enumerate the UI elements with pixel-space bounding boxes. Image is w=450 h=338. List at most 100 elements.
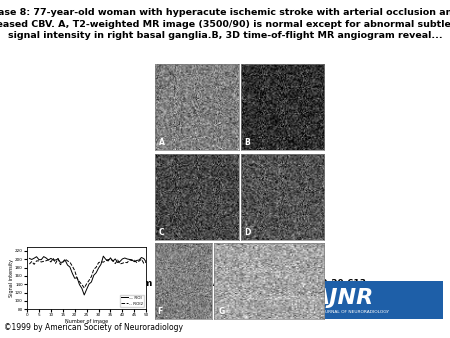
ROI [79, 286, 85, 290]
ROI2 [122, 260, 127, 264]
ROI [36, 258, 41, 262]
ROI [48, 256, 54, 260]
ROI2 [125, 261, 130, 265]
ROI [60, 260, 66, 264]
ROI2 [134, 261, 140, 265]
Text: G: G [218, 307, 225, 316]
ROI2 [72, 268, 77, 272]
ROI2 [141, 261, 147, 265]
ROI2 [96, 261, 101, 265]
ROI [98, 262, 104, 266]
ROI [39, 258, 44, 262]
ROI [81, 293, 87, 297]
Text: A: A [158, 138, 164, 147]
ROI2 [27, 262, 32, 266]
Legend: — ROI, -- ROI2: — ROI, -- ROI2 [120, 295, 144, 307]
ROI2 [34, 259, 39, 263]
ROI2 [70, 264, 75, 268]
ROI [105, 259, 111, 263]
ROI [77, 283, 82, 287]
ROI [84, 287, 89, 291]
Text: B: B [244, 138, 250, 147]
ROI2 [89, 274, 94, 279]
ROI2 [91, 267, 96, 271]
ROI2 [98, 260, 104, 264]
ROI2 [120, 261, 125, 265]
ROI [110, 259, 116, 263]
ROI [53, 258, 58, 262]
ROI [127, 258, 132, 262]
ROI2 [81, 286, 87, 290]
ROI2 [36, 259, 41, 263]
Bar [270, 281, 443, 319]
ROI [141, 257, 147, 261]
ROI2 [79, 283, 85, 287]
ROI2 [144, 260, 149, 264]
ROI [120, 257, 125, 261]
ROI [103, 257, 108, 261]
Text: ©1999 by American Society of Neuroradiology: ©1999 by American Society of Neuroradiol… [4, 323, 184, 332]
ROI [67, 265, 72, 269]
ROI [50, 258, 56, 262]
Text: E: E [84, 313, 89, 322]
ROI [132, 260, 137, 264]
ROI [41, 255, 46, 259]
ROI [129, 258, 135, 262]
ROI [115, 261, 120, 265]
ROI [136, 258, 142, 262]
ROI2 [46, 258, 51, 262]
ROI2 [86, 279, 92, 283]
Line: ROI2: ROI2 [29, 259, 146, 288]
ROI2 [101, 260, 106, 264]
ROI [125, 257, 130, 261]
ROI2 [108, 257, 113, 261]
Text: Case 8: 77-year-old woman with hyperacute ischemic stroke with arterial occlusio: Case 8: 77-year-old woman with hyperacut… [0, 8, 450, 40]
ROI [34, 255, 39, 259]
ROI2 [77, 280, 82, 284]
Text: F: F [158, 307, 163, 316]
ROI2 [127, 258, 132, 262]
ROI2 [94, 265, 99, 269]
Text: AJNR: AJNR [312, 288, 373, 308]
ROI2 [63, 257, 68, 261]
ROI2 [48, 260, 54, 264]
Text: C: C [158, 227, 164, 237]
ROI2 [32, 262, 37, 266]
ROI2 [139, 257, 144, 261]
Line: ROI: ROI [29, 256, 146, 295]
Y-axis label: Signal intensity: Signal intensity [9, 259, 13, 297]
ROI2 [74, 276, 80, 280]
ROI2 [117, 262, 123, 266]
ROI [55, 257, 61, 261]
ROI [89, 280, 94, 284]
Text: Jae Hyoung Kim et al. AJNR Am J Neuroradiol 1999;20:613-
620: Jae Hyoung Kim et al. AJNR Am J Neurorad… [72, 279, 370, 298]
ROI [139, 256, 144, 260]
ROI [58, 260, 63, 264]
ROI2 [29, 260, 35, 264]
ROI2 [50, 257, 56, 261]
ROI [70, 271, 75, 275]
ROI2 [136, 259, 142, 263]
ROI2 [43, 259, 49, 263]
ROI [117, 260, 123, 264]
Text: AMERICAN JOURNAL OF NEURORADIOLOGY: AMERICAN JOURNAL OF NEURORADIOLOGY [296, 310, 389, 314]
ROI [122, 256, 127, 260]
ROI [27, 257, 32, 261]
ROI2 [60, 260, 66, 264]
ROI2 [58, 263, 63, 267]
ROI [65, 263, 70, 267]
ROI2 [112, 262, 118, 266]
ROI2 [110, 259, 116, 263]
ROI [29, 258, 35, 262]
ROI [43, 256, 49, 260]
ROI [46, 258, 51, 262]
ROI2 [84, 282, 89, 286]
ROI [134, 259, 140, 263]
ROI [86, 282, 92, 286]
ROI2 [105, 258, 111, 262]
ROI2 [55, 257, 61, 261]
ROI [144, 260, 149, 264]
ROI [72, 276, 77, 280]
ROI [112, 257, 118, 261]
ROI2 [67, 260, 72, 264]
